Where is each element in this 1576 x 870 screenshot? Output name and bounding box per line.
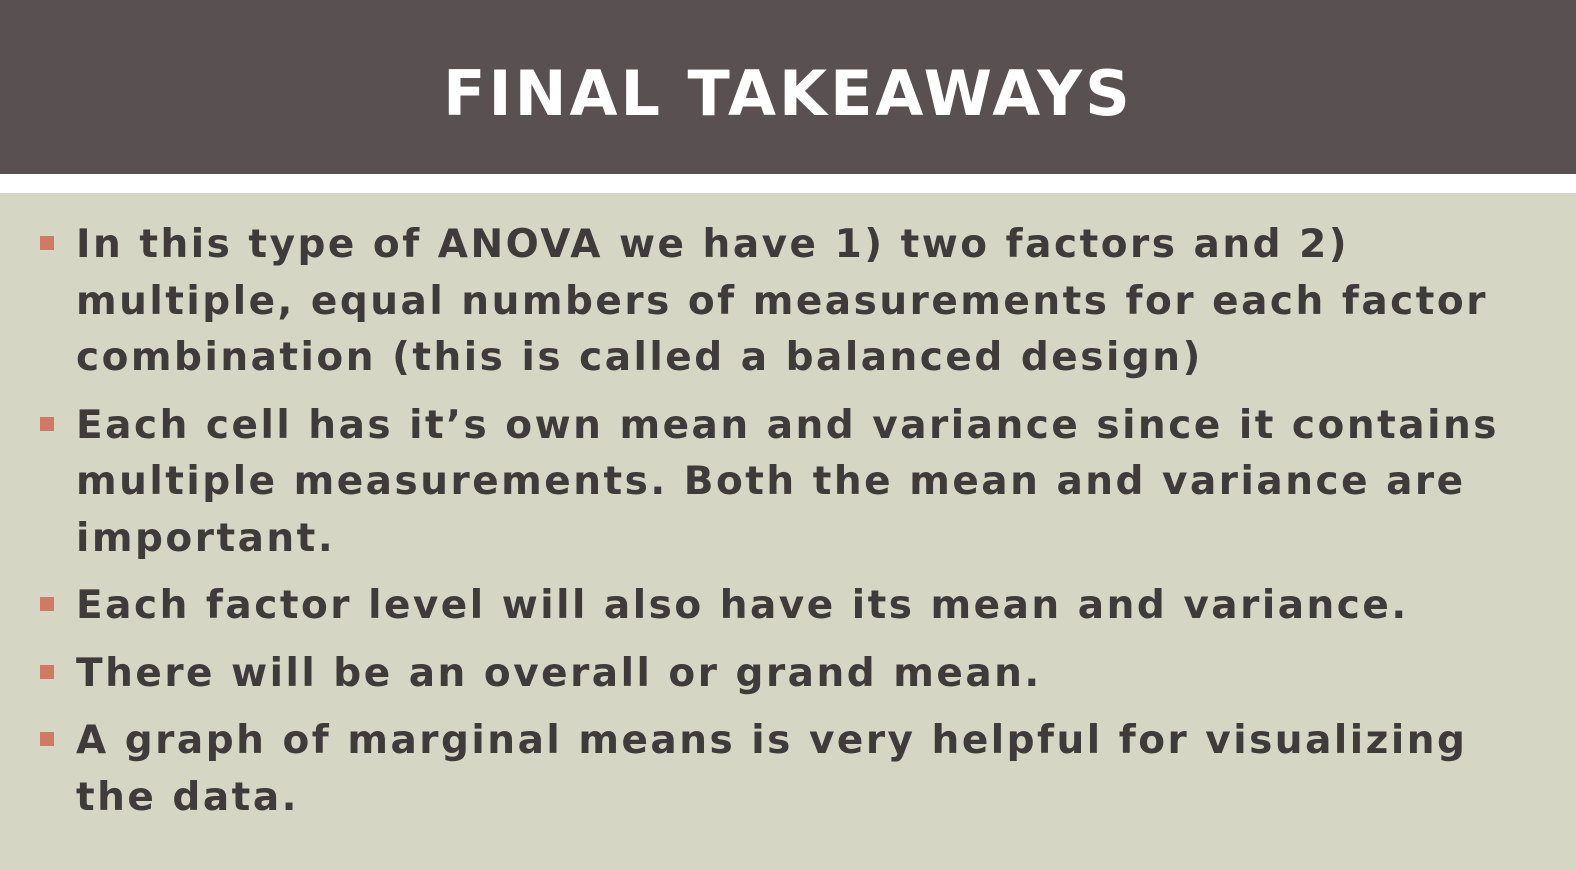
- bullet-item: Each factor level will also have its mea…: [38, 578, 1548, 635]
- slide-title: FINAL TAKEAWAYS: [443, 56, 1133, 130]
- bullet-item: There will be an overall or grand mean.: [38, 646, 1548, 703]
- bullet-text: Each cell has it’s own mean and variance…: [76, 402, 1499, 561]
- bullet-item: In this type of ANOVA we have 1) two fac…: [38, 217, 1548, 387]
- bullet-text: A graph of marginal means is very helpfu…: [76, 718, 1468, 820]
- content-area: In this type of ANOVA we have 1) two fac…: [0, 193, 1576, 870]
- bullet-list: In this type of ANOVA we have 1) two fac…: [38, 217, 1548, 837]
- square-bullet-icon: [40, 664, 54, 679]
- bullet-item: A graph of marginal means is very helpfu…: [38, 713, 1548, 826]
- square-bullet-icon: [40, 732, 54, 746]
- square-bullet-icon: [40, 416, 54, 431]
- bullet-item: Each cell has it’s own mean and variance…: [38, 398, 1548, 568]
- title-separator: [0, 174, 1576, 193]
- bullet-text: There will be an overall or grand mean.: [76, 650, 1042, 696]
- title-bar: FINAL TAKEAWAYS: [0, 0, 1576, 174]
- bullet-text: Each factor level will also have its mea…: [76, 583, 1409, 628]
- bullet-text: In this type of ANOVA we have 1) two fac…: [76, 222, 1488, 380]
- square-bullet-icon: [40, 597, 54, 611]
- square-bullet-icon: [40, 236, 54, 250]
